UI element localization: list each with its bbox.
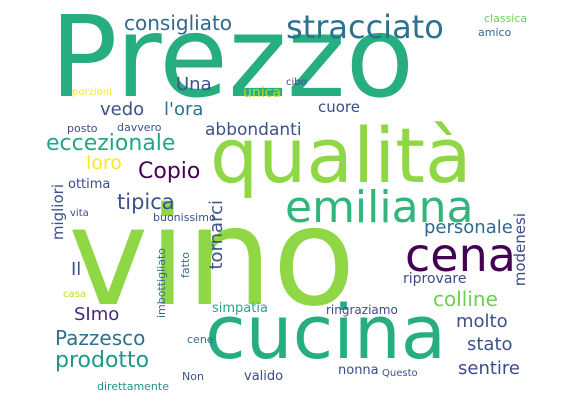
word-stracciato: stracciato [286,8,444,46]
word-eccezionale: eccezionale [46,131,176,156]
word-buonissimo: buonissimo [153,211,216,224]
word-questo: Questo [382,368,418,379]
word-direttamente: direttamente [97,380,169,393]
word-qualita: qualità [210,111,472,200]
word-casa: casa [63,289,86,300]
word-tornarci: tornarci [206,200,227,270]
word-abbondanti: abbondanti [205,120,302,140]
word-vino: vino [68,179,356,337]
word-simpatia: simpatia [212,301,268,316]
word-fatto: fatto [179,252,192,278]
word-prodotto: prodotto [55,348,150,373]
word-cucina: cucina [205,290,447,376]
word-modenesi: modenesi [511,213,529,287]
word-colline: colline [433,287,498,311]
word-cuore: cuore [318,98,360,116]
word-vedo: vedo [100,99,145,120]
word-non: Non [182,370,204,383]
word-simo: SImo [74,304,120,325]
word-posto: posto [67,122,98,135]
word-riprovare: riprovare [403,271,467,287]
word-ottima: ottima [68,177,111,192]
word-imbottigliato: imbottigliato [155,248,168,319]
word-stato: stato [467,334,513,355]
word-cibo: cibo [286,77,307,88]
word-nonna: nonna [338,363,379,378]
word-porzioni: porzioni [72,87,112,98]
word-vita: vita [70,208,89,219]
word-sentire: sentire [458,358,520,379]
word-cene: cene [187,333,214,346]
word-copio: Copio [138,159,201,184]
word-tipica: tipica [117,190,175,214]
word-consigliato: consigliato [124,11,233,35]
word-cena: cena [405,228,516,282]
word-personale: personale [424,217,513,238]
word-una: Una [176,74,212,95]
word-loro: loro [86,152,122,174]
word-valido: valido [244,369,284,384]
word-unica: unica [243,85,281,101]
word-emiliana: emiliana [285,182,474,233]
word-prezzo: Prezzo [50,0,415,123]
word-migliori: migliori [49,184,67,241]
word-amico: amico [478,26,512,39]
word-davvero: davvero [117,121,162,134]
word-classica: classica [484,12,528,25]
word-il: Il [71,259,82,280]
word-ringraziamo: ringraziamo [326,303,398,317]
word-lora: l'ora [164,99,204,120]
word-molto: molto [456,311,508,332]
word-pazzesco: Pazzesco [55,326,146,350]
